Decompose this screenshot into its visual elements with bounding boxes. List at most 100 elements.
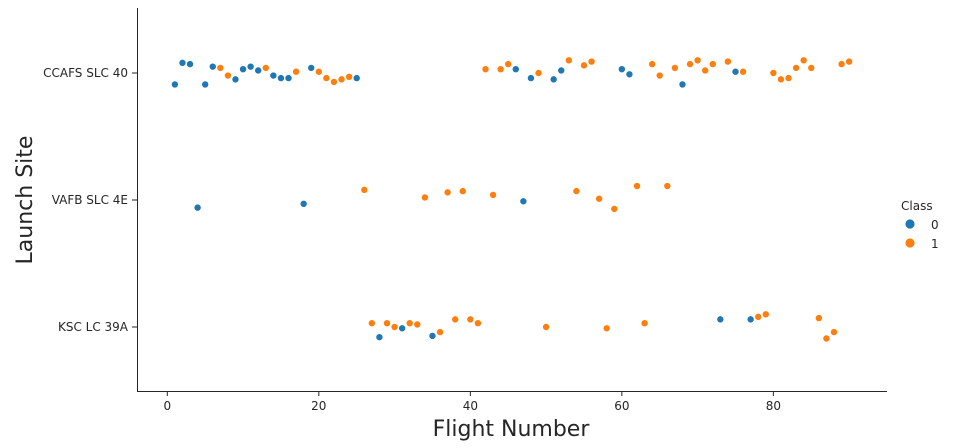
data-point-class-0: [269, 71, 278, 80]
legend: Class 01: [901, 199, 939, 251]
data-point-class-1: [382, 319, 391, 328]
data-point-class-1: [739, 67, 748, 76]
data-point-class-1: [436, 328, 445, 337]
data-point-class-1: [579, 61, 588, 70]
data-point-class-1: [723, 57, 732, 66]
legend-marker-class-0: [904, 218, 916, 230]
data-point-class-1: [473, 319, 482, 328]
data-point-class-0: [511, 65, 520, 74]
data-point-class-1: [784, 74, 793, 83]
data-point-class-1: [807, 63, 816, 72]
data-point-class-1: [413, 320, 422, 329]
data-point-class-1: [329, 77, 338, 86]
data-point-class-1: [564, 56, 573, 65]
y-tick-label: KSC LC 39A: [58, 320, 129, 334]
data-point-class-1: [648, 60, 657, 69]
data-point-class-1: [360, 185, 369, 194]
data-point-class-0: [731, 67, 740, 76]
x-tick-label: 60: [614, 399, 629, 413]
data-point-class-0: [398, 324, 407, 333]
data-point-class-0: [428, 331, 437, 340]
data-point-class-0: [208, 62, 217, 71]
data-point-class-1: [693, 56, 702, 65]
data-points: [170, 56, 854, 343]
data-point-class-1: [261, 63, 270, 72]
data-point-class-1: [587, 57, 596, 66]
data-point-class-1: [633, 182, 642, 191]
data-point-class-1: [451, 315, 460, 324]
data-point-class-0: [284, 74, 293, 83]
data-point-class-1: [481, 65, 490, 74]
data-point-class-0: [519, 197, 528, 206]
data-point-class-1: [390, 322, 399, 331]
data-point-class-1: [595, 194, 604, 203]
data-point-class-0: [239, 65, 248, 74]
data-point-class-1: [845, 57, 854, 66]
data-point-class-1: [466, 315, 475, 324]
y-tick-label: CCAFS SLC 40: [43, 66, 128, 80]
data-point-class-1: [792, 63, 801, 72]
data-point-class-1: [837, 60, 846, 69]
data-point-class-1: [670, 63, 679, 72]
data-point-class-0: [186, 60, 195, 69]
data-point-class-1: [686, 60, 695, 69]
y-axis-ticks: CCAFS SLC 40 VAFB SLC 4E KSC LC 39A: [43, 66, 137, 334]
data-point-class-1: [602, 324, 611, 333]
data-point-class-0: [246, 62, 255, 71]
data-point-class-1: [655, 71, 664, 80]
data-point-class-1: [458, 187, 467, 196]
data-point-class-0: [716, 315, 725, 324]
data-point-class-1: [769, 69, 778, 78]
data-point-class-1: [754, 312, 763, 321]
data-point-class-1: [799, 56, 808, 65]
x-tick-label: 20: [311, 399, 326, 413]
data-point-class-0: [170, 80, 179, 89]
data-point-class-1: [822, 334, 831, 343]
data-point-class-0: [299, 199, 308, 208]
data-point-class-0: [375, 333, 384, 342]
x-axis-label: Flight Number: [433, 417, 591, 442]
data-point-class-1: [640, 319, 649, 328]
data-point-class-1: [610, 204, 619, 213]
legend-marker-class-1: [904, 237, 916, 249]
x-tick-label: 80: [766, 399, 781, 413]
data-point-class-1: [829, 328, 838, 337]
data-point-class-1: [443, 188, 452, 197]
data-point-class-1: [504, 60, 513, 69]
data-point-class-0: [352, 74, 361, 83]
data-point-class-1: [367, 319, 376, 328]
y-axis-label: Launch Site: [13, 136, 38, 265]
y-tick-label: VAFB SLC 4E: [52, 193, 128, 207]
data-point-class-1: [337, 75, 346, 84]
data-point-class-1: [542, 322, 551, 331]
data-point-class-1: [496, 65, 505, 74]
data-point-class-0: [254, 66, 263, 75]
data-point-class-1: [572, 187, 581, 196]
data-point-class-0: [193, 203, 202, 212]
data-point-class-1: [314, 67, 323, 76]
data-point-class-0: [178, 58, 187, 67]
data-point-class-1: [534, 69, 543, 78]
data-point-class-0: [678, 80, 687, 89]
legend-label-class-1: 1: [931, 237, 939, 251]
data-point-class-1: [345, 72, 354, 81]
data-point-class-1: [322, 74, 331, 83]
data-point-class-0: [231, 75, 240, 84]
data-point-class-1: [761, 310, 770, 319]
data-point-class-1: [223, 71, 232, 80]
data-point-class-0: [549, 75, 558, 84]
legend-label-class-0: 0: [931, 218, 939, 232]
data-point-class-1: [405, 319, 414, 328]
data-point-class-0: [557, 66, 566, 75]
x-tick-label: 0: [163, 399, 171, 413]
data-point-class-1: [701, 66, 710, 75]
x-axis-ticks: 0 20 40 60 80: [163, 391, 781, 413]
data-point-class-0: [746, 315, 755, 324]
data-point-class-0: [526, 74, 535, 83]
data-point-class-1: [292, 67, 301, 76]
x-tick-label: 40: [463, 399, 478, 413]
legend-items: 01: [904, 218, 939, 251]
data-point-class-0: [276, 74, 285, 83]
data-point-class-1: [216, 63, 225, 72]
